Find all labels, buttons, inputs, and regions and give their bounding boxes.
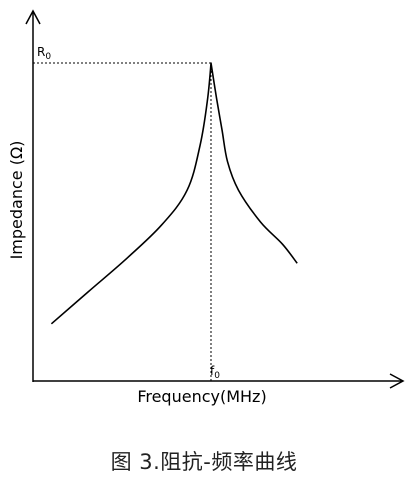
peak-impedance-label: R0 [37,45,51,62]
y-axis-label: Impedance (Ω) [7,141,26,260]
impedance-curve [50,62,298,325]
figure-caption: 图 3.阻抗-频率曲线 [110,450,298,474]
resonant-frequency-label: f0 [210,364,220,381]
x-axis-arrow [389,373,405,389]
x-axis-label: Frequency(MHz) [137,387,266,406]
y-axis-arrow [25,9,41,25]
